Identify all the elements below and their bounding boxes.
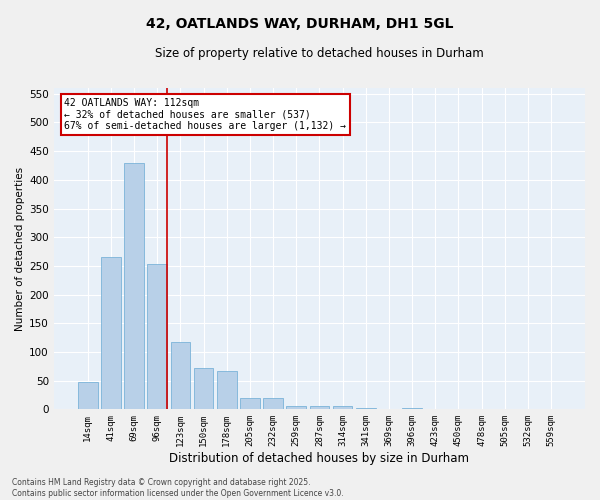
Bar (78, 382, 98, 409)
Bar (124, 162, 144, 410)
Bar (333, 406, 352, 410)
Title: Size of property relative to detached houses in Durham: Size of property relative to detached ho… (155, 48, 484, 60)
Text: 42, OATLANDS WAY, DURHAM, DH1 5GL: 42, OATLANDS WAY, DURHAM, DH1 5GL (146, 18, 454, 32)
Bar (402, 408, 422, 410)
Y-axis label: Number of detached properties: Number of detached properties (15, 166, 25, 331)
Bar (286, 406, 306, 410)
Bar (194, 368, 214, 410)
Bar (148, 264, 167, 410)
Bar (170, 342, 190, 409)
Bar (217, 371, 236, 410)
Bar (101, 258, 121, 410)
Bar (310, 406, 329, 410)
Bar (240, 398, 260, 409)
X-axis label: Distribution of detached houses by size in Durham: Distribution of detached houses by size … (169, 452, 469, 465)
Bar (263, 398, 283, 409)
Text: 42 OATLANDS WAY: 112sqm
← 32% of detached houses are smaller (537)
67% of semi-d: 42 OATLANDS WAY: 112sqm ← 32% of detache… (64, 98, 346, 131)
Bar (356, 408, 376, 410)
Text: Contains HM Land Registry data © Crown copyright and database right 2025.
Contai: Contains HM Land Registry data © Crown c… (12, 478, 344, 498)
